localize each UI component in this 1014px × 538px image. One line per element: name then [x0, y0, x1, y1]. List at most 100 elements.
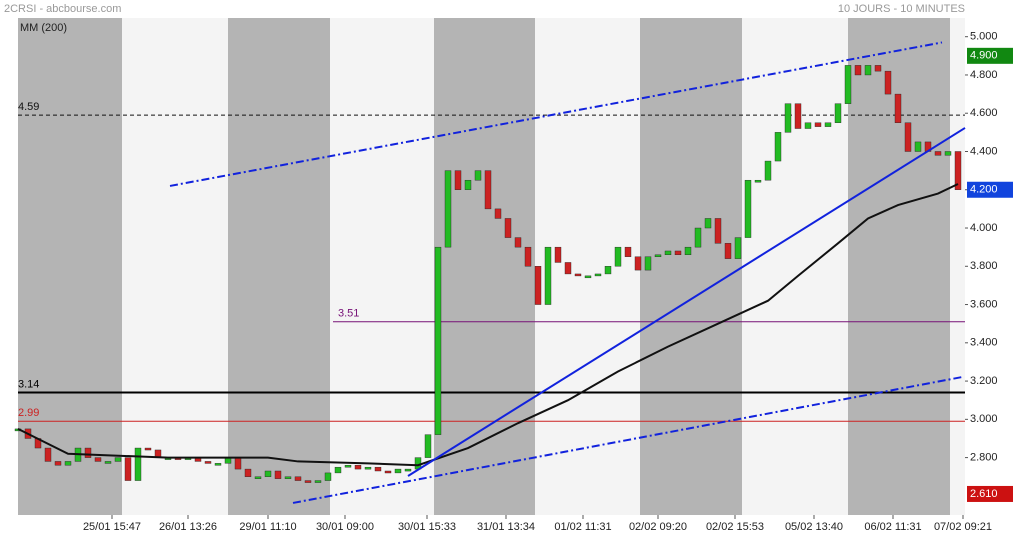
candle: [704, 218, 712, 229]
candle: [634, 256, 642, 271]
candle: [824, 122, 832, 127]
candle: [344, 465, 352, 468]
candle: [854, 65, 862, 76]
price-tag-label: 4.900: [970, 50, 998, 62]
candle: [274, 470, 282, 479]
candle: [124, 457, 132, 481]
source: 2CRSI - abcbourse.com: [4, 3, 121, 15]
candle: [54, 461, 62, 466]
session-band: [18, 18, 122, 515]
x-tick-label: 01/02 11:31: [554, 521, 611, 533]
candle: [654, 254, 662, 258]
y-tick-label: 3.800: [970, 260, 998, 272]
candle: [594, 273, 602, 277]
candle: [814, 122, 822, 127]
candle: [804, 122, 812, 129]
candle: [444, 170, 452, 248]
x-tick-label: 29/01 11:10: [239, 521, 296, 533]
candle: [504, 218, 512, 238]
level-label: 4.59: [18, 101, 39, 113]
session-band: [434, 18, 535, 515]
candle: [604, 266, 612, 275]
x-tick-label: 05/02 13:40: [785, 521, 843, 533]
trend-line: [407, 127, 966, 477]
y-tick-label: 3.400: [970, 337, 998, 349]
candle: [64, 461, 72, 466]
candle: [864, 65, 872, 76]
candle: [744, 179, 752, 238]
candle: [384, 470, 392, 474]
candle: [584, 275, 592, 279]
candle: [214, 463, 222, 466]
candle: [134, 447, 142, 481]
candle: [234, 457, 242, 470]
x-tick-label: 30/01 09:00: [316, 521, 374, 533]
candle: [494, 208, 502, 219]
candle: [424, 434, 432, 458]
candle: [354, 465, 362, 470]
candle: [614, 246, 622, 267]
y-tick-label: 3.200: [970, 375, 998, 387]
price-tag: [967, 485, 1013, 502]
candle: [524, 246, 532, 267]
candle: [914, 141, 922, 152]
x-tick-label: 06/02 11:31: [864, 521, 921, 533]
candle: [904, 122, 912, 152]
ma-line: [17, 183, 959, 467]
candle: [694, 227, 702, 248]
y-tick-label: 3.600: [970, 298, 998, 310]
candle: [44, 447, 52, 462]
candle: [564, 262, 572, 275]
candle: [514, 237, 522, 248]
candle: [204, 461, 212, 464]
level-label: 3.51: [338, 308, 359, 320]
y-tick-label: 2.800: [970, 452, 998, 464]
session-band: [848, 18, 950, 515]
candle: [314, 480, 322, 483]
candle: [734, 237, 742, 259]
candle: [104, 461, 112, 464]
trend-line: [169, 41, 943, 187]
candle: [554, 246, 562, 263]
price-tag-label: 2.610: [970, 488, 998, 500]
period: 10 JOURS - 10 MINUTES: [838, 3, 965, 15]
level-label: 3.14: [18, 378, 39, 390]
session-band: [640, 18, 742, 515]
candle: [764, 160, 772, 181]
candle: [844, 65, 852, 104]
y-tick-label: 4.600: [970, 107, 998, 119]
x-tick-label: 26/01 13:26: [159, 521, 217, 533]
candle: [954, 151, 962, 190]
candle: [884, 70, 892, 95]
candle: [534, 266, 542, 305]
candle: [754, 179, 762, 183]
candle: [304, 480, 312, 483]
ma-label: MM (200): [20, 22, 67, 34]
candle: [404, 468, 412, 472]
y-tick-label: 3.000: [970, 413, 998, 425]
candle: [294, 476, 302, 481]
candle: [574, 273, 582, 277]
candle: [94, 457, 102, 462]
trend-line: [292, 376, 963, 504]
candle: [264, 470, 272, 477]
candle: [684, 246, 692, 256]
session-bands: [18, 18, 950, 515]
price-tag: [967, 47, 1013, 64]
x-tick-label: 02/02 15:53: [706, 521, 764, 533]
x-tick-label: 31/01 13:34: [477, 521, 535, 533]
y-tick-label: 4.000: [970, 222, 998, 234]
x-tick-label: 30/01 15:33: [398, 521, 456, 533]
x-tick-label: 07/02 09:21: [934, 521, 992, 533]
y-tick-label: 5.000: [970, 31, 998, 43]
candle: [454, 170, 462, 190]
y-tick-label: 4.400: [970, 145, 998, 157]
candle: [624, 246, 632, 257]
candle: [394, 468, 402, 474]
candle: [324, 472, 332, 481]
candle: [934, 151, 942, 156]
candle: [84, 447, 92, 458]
candle: [714, 218, 722, 244]
candle: [784, 103, 792, 133]
